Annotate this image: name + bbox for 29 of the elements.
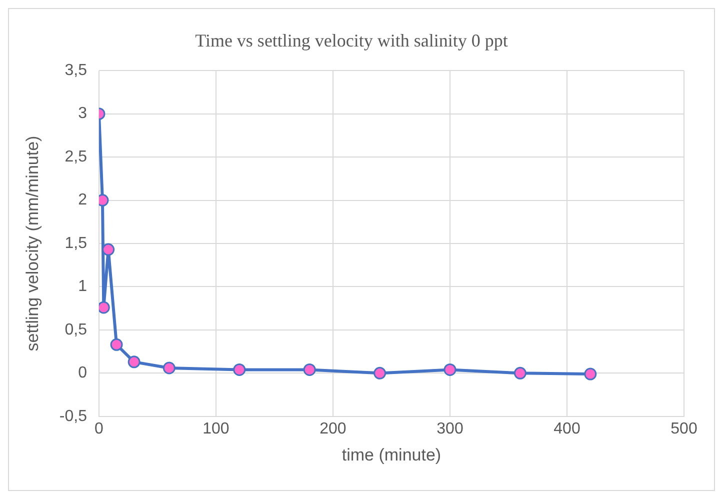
x-tick-label: 400 [554,420,580,438]
point [444,363,456,376]
point [110,338,123,351]
y-tick-label: 3,5 [64,62,88,80]
chart-title: Time vs settling velocity with salinity 0 ppt [195,30,508,51]
x-tick-label: 300 [436,420,464,438]
point [233,363,246,376]
x-tick-label: 200 [320,420,346,438]
y-tick-label: 3 [78,105,88,122]
y-tick-label: 1,5 [64,234,88,252]
y-tick-label: 2,5 [64,148,88,166]
point [514,366,526,380]
point [98,301,110,314]
y-tick-label: 0,5 [64,321,88,338]
point [584,368,597,380]
x-tick-label: 100 [202,420,230,438]
y-tick-label: -0,5 [59,408,88,425]
y-tick-label: 2 [78,192,88,209]
point [128,356,140,368]
y-axis-title: settling velocity (mm/minute) [22,136,42,352]
point [303,363,316,376]
point [162,362,176,374]
x-axis-title: time (minute) [342,445,442,464]
point [102,243,115,256]
point [374,366,386,380]
x-tick-label: 0 [94,420,104,438]
y-tick-label: 0 [78,364,88,382]
x-tick-label: 500 [670,420,698,438]
y-tick-label: 1 [78,278,88,296]
